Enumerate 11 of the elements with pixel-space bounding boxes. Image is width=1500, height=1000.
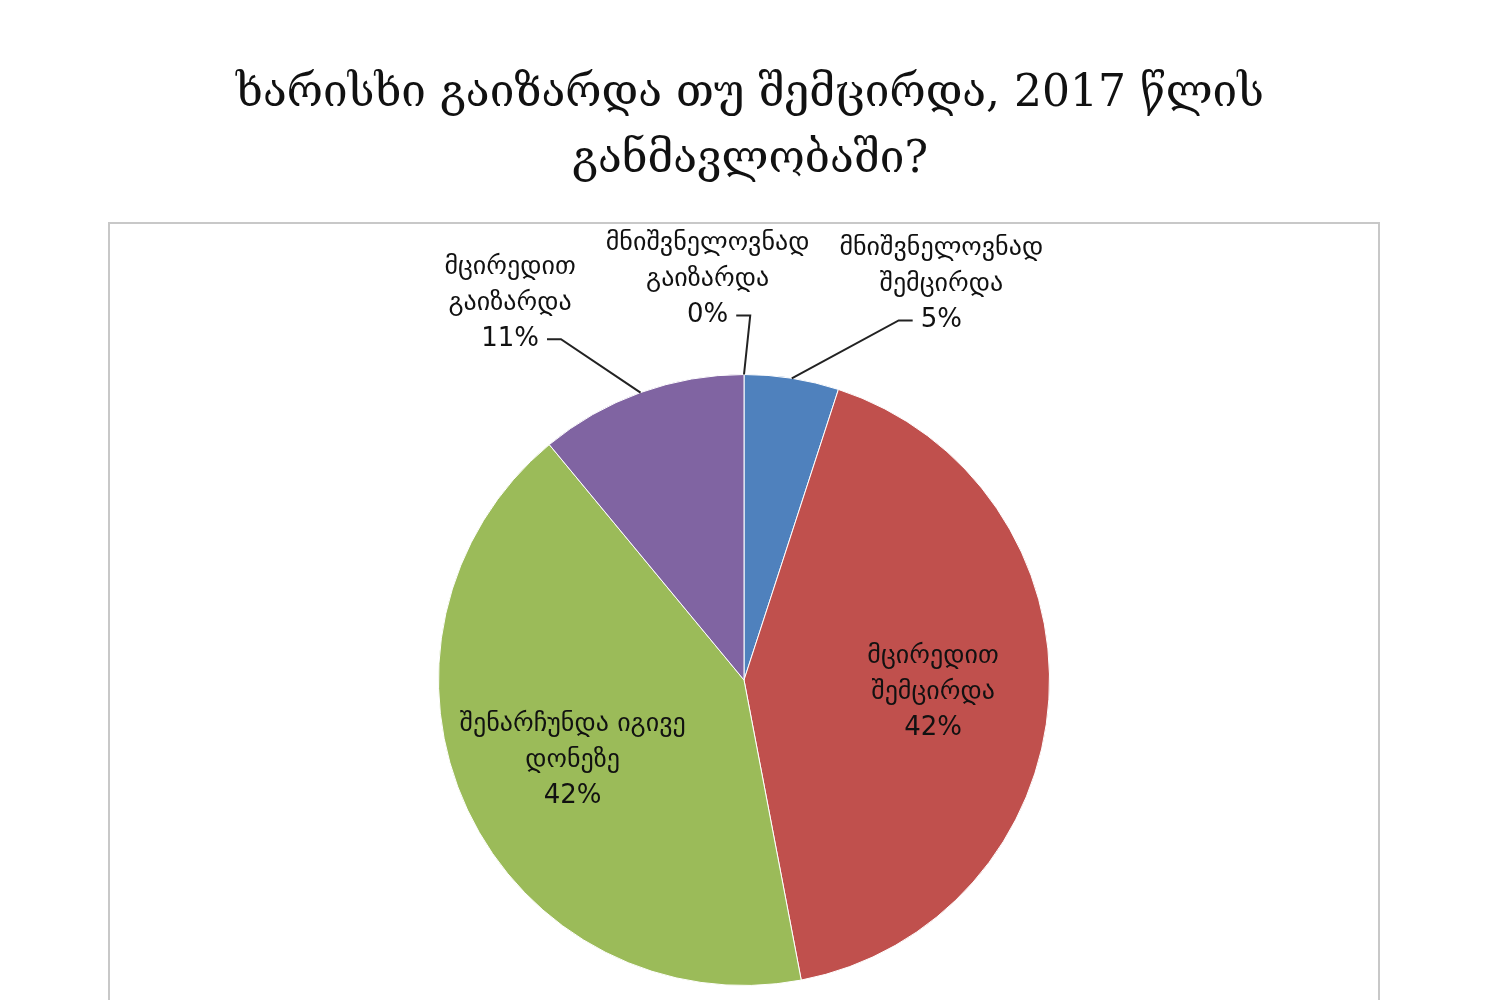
chart-title: ხარისხი გაიზარდა თუ შემცირდა, 2017 წლის განმავლობაში? [234, 64, 1265, 184]
slice-label: მცირედით გაიზარდა [444, 249, 576, 316]
data-label: 42% [543, 779, 602, 810]
category-label: მნიშვნელოვნად გაიზარდა [605, 226, 810, 293]
slice-label: შენარჩუნდა იგივე დონეზე [459, 707, 686, 774]
data-label: 42% [904, 710, 962, 741]
data-label: 5% [920, 303, 962, 334]
slice-label: მცირედით შემცირდა [867, 638, 999, 705]
slice-label: მნიშვნელოვნად შემცირდა [839, 231, 1044, 298]
data-label: 11% [481, 321, 539, 352]
text: 0% [686, 298, 729, 329]
